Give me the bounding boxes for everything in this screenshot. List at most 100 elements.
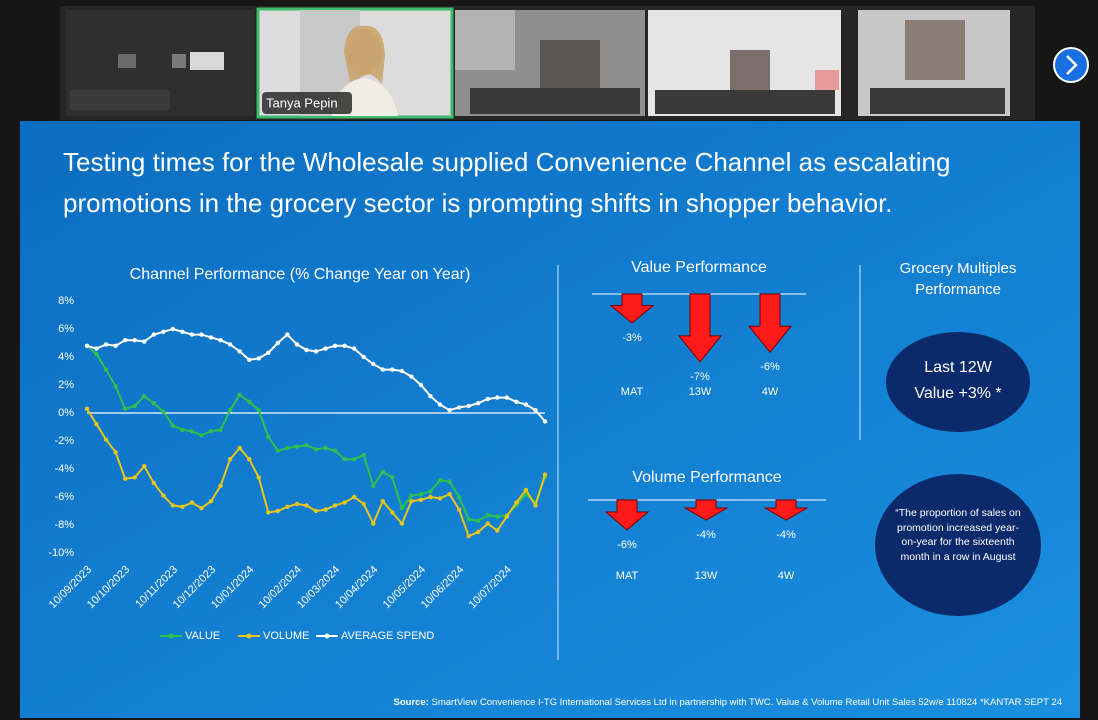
point <box>94 422 99 427</box>
point <box>103 367 109 372</box>
source-note: Source: SmartView Convenience I-TG Inter… <box>394 697 1063 708</box>
point <box>390 475 395 480</box>
quote-ellipse <box>875 474 1041 616</box>
point <box>103 437 109 442</box>
point <box>208 335 214 340</box>
point <box>122 476 128 481</box>
point <box>84 343 90 348</box>
point <box>218 483 223 488</box>
point <box>275 508 281 514</box>
blur <box>655 90 835 114</box>
point <box>485 521 490 526</box>
point <box>399 506 405 511</box>
arrow <box>609 293 655 324</box>
point <box>533 408 538 413</box>
point <box>142 394 147 399</box>
point <box>523 487 529 493</box>
point <box>466 517 471 522</box>
point <box>285 445 290 451</box>
point <box>514 399 519 404</box>
point <box>170 503 176 508</box>
point <box>113 343 118 348</box>
blur <box>815 70 839 90</box>
point <box>332 448 338 453</box>
chart-title: Value Performance <box>631 259 767 276</box>
point <box>151 480 156 486</box>
point <box>208 499 214 504</box>
slide-title: Testing times for the Wholesale supplied… <box>63 147 951 218</box>
legend-dot <box>168 633 174 639</box>
point <box>189 332 195 337</box>
blur <box>455 10 515 70</box>
point <box>495 514 500 519</box>
point <box>161 329 166 334</box>
point <box>132 403 137 409</box>
point <box>266 510 271 515</box>
chart-title: Volume Performance <box>632 469 782 486</box>
value-label: -4% <box>696 529 716 541</box>
button-circle <box>1053 47 1089 83</box>
point <box>275 448 281 453</box>
point <box>170 423 176 428</box>
point <box>351 457 357 462</box>
participant-tile[interactable]: Tanya Pepin <box>256 7 454 119</box>
point <box>476 401 481 406</box>
legend-label: AVERAGE SPEND <box>341 630 434 642</box>
point <box>304 443 309 448</box>
next-page-button[interactable] <box>1053 47 1089 83</box>
point <box>437 496 443 501</box>
point <box>485 513 490 518</box>
arrow <box>604 499 650 531</box>
point <box>199 506 204 511</box>
point <box>84 406 90 411</box>
point <box>113 384 118 389</box>
category-label: 13W <box>695 570 718 582</box>
point <box>514 500 519 505</box>
point <box>371 361 376 367</box>
point <box>122 338 128 343</box>
point <box>256 475 261 480</box>
point <box>323 507 328 512</box>
point <box>142 464 147 469</box>
point <box>103 342 109 347</box>
point <box>199 433 204 438</box>
point <box>495 395 500 400</box>
value-label: -6% <box>760 361 780 373</box>
participant-tile[interactable] <box>66 10 254 116</box>
participant-tile[interactable] <box>455 10 645 116</box>
point <box>323 445 328 451</box>
point <box>504 395 510 400</box>
point <box>247 357 252 362</box>
point <box>180 329 185 334</box>
arrow <box>683 499 729 521</box>
point <box>275 340 281 346</box>
point <box>151 332 156 337</box>
y-tick-label: -10% <box>48 547 74 559</box>
point <box>285 332 290 337</box>
point <box>247 399 252 404</box>
point <box>189 429 195 434</box>
participant-tile[interactable] <box>858 10 1010 116</box>
point <box>122 406 128 411</box>
legend-label: VOLUME <box>263 630 309 642</box>
point <box>418 492 424 497</box>
y-tick-label: 8% <box>58 295 74 307</box>
point <box>237 349 242 354</box>
category-label: 4W <box>762 386 779 398</box>
point <box>523 402 529 407</box>
participant-name: Tanya Pepin <box>266 95 338 110</box>
participant-tile[interactable] <box>648 10 841 116</box>
point <box>218 338 223 343</box>
point <box>237 392 242 397</box>
blur <box>540 40 600 90</box>
y-tick-label: 4% <box>58 351 74 363</box>
point <box>476 518 481 523</box>
point <box>161 493 166 498</box>
blur <box>470 88 640 114</box>
point <box>399 368 405 374</box>
point <box>504 514 510 519</box>
point <box>437 402 443 407</box>
point <box>227 342 233 347</box>
point <box>285 504 290 509</box>
